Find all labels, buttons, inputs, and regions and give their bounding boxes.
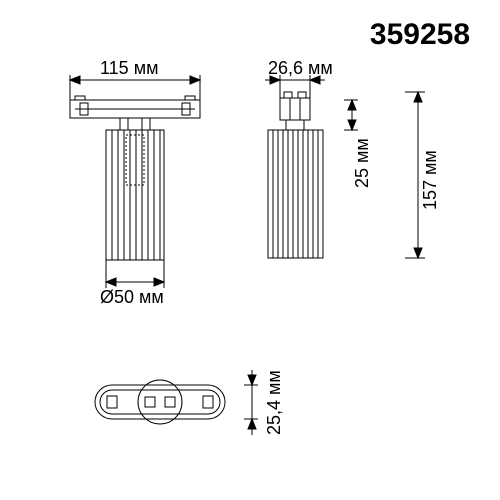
dim-side-width: 26,6 мм (268, 58, 333, 78)
dim-top-width: 115 мм (100, 58, 158, 78)
dim-stem-height: 25 мм (352, 138, 372, 188)
dim-diameter: Ø50 мм (100, 287, 164, 307)
dim-footprint-height: 25,4 мм (264, 370, 284, 435)
dim-total-height: 157 мм (420, 150, 440, 210)
technical-drawing: 115 мм 26,6 мм Ø50 мм 25 мм 157 мм 25,4 … (0, 0, 500, 500)
